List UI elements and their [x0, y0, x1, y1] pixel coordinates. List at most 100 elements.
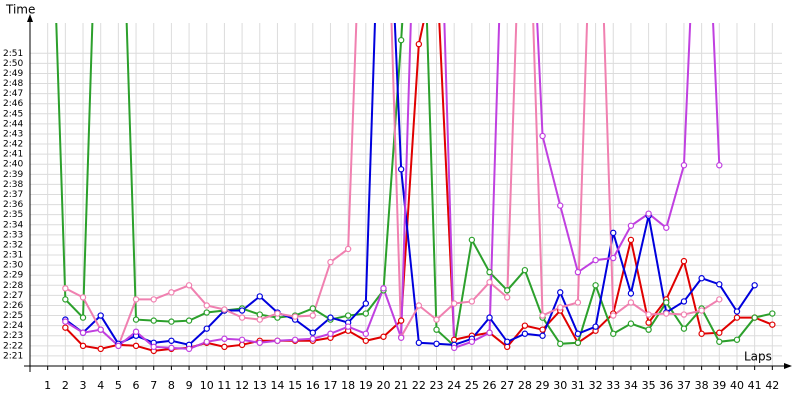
x-axis-label: Laps: [744, 350, 772, 364]
point: [62, 324, 69, 331]
y-tick-label: 2:39: [3, 170, 23, 180]
point: [168, 337, 175, 344]
x-tick-label: 11: [217, 379, 231, 392]
y-tick-label: 2:38: [3, 180, 23, 190]
point: [627, 320, 635, 327]
y-tick-label: 2:33: [3, 230, 23, 240]
y-tick-label: 2:48: [3, 79, 23, 89]
point: [486, 329, 493, 336]
point: [733, 314, 741, 321]
point: [309, 305, 316, 312]
y-tick-label: 2:21: [3, 351, 23, 361]
point: [132, 296, 140, 303]
point: [291, 313, 299, 320]
y-tick-label: 2:26: [3, 301, 23, 311]
point: [539, 326, 546, 333]
x-tick-label: 26: [483, 379, 497, 392]
x-tick-label: 3: [80, 379, 87, 392]
point: [221, 335, 228, 342]
y-tick-label: 2:41: [3, 150, 23, 160]
x-tick-label: 4: [97, 379, 104, 392]
point: [327, 330, 334, 337]
x-tick-label: 23: [430, 379, 444, 392]
point: [557, 304, 564, 311]
y-tick-label: 2:24: [3, 321, 23, 331]
x-tick-label: 39: [712, 379, 726, 392]
point: [380, 333, 387, 340]
y-tick-label: 2:42: [3, 140, 23, 150]
x-tick-label: 41: [748, 379, 762, 392]
point: [97, 326, 104, 333]
x-tick-label: 5: [115, 379, 122, 392]
x-tick-label: 19: [359, 379, 373, 392]
point: [185, 282, 193, 289]
point: [645, 326, 652, 333]
point: [150, 296, 157, 303]
point: [610, 229, 617, 237]
point: [592, 323, 599, 330]
x-tick-label: 22: [412, 379, 426, 392]
point: [203, 325, 210, 332]
y-tick-label: 2:40: [3, 160, 23, 170]
point: [132, 316, 140, 323]
y-tick-label: 2:29: [3, 271, 23, 281]
point: [203, 309, 210, 316]
point: [504, 343, 511, 351]
point: [557, 340, 564, 348]
point: [680, 325, 688, 332]
point: [645, 210, 652, 217]
x-tick-label: 42: [765, 379, 779, 392]
point: [97, 312, 104, 319]
y-tick-label: 2:32: [3, 240, 23, 250]
point: [274, 310, 281, 317]
x-tick-label: 27: [500, 379, 514, 392]
point: [698, 330, 705, 337]
y-tick-label: 2:28: [3, 281, 23, 291]
point: [362, 300, 370, 307]
x-tick-label: 8: [168, 379, 175, 392]
point: [680, 257, 688, 265]
point: [344, 323, 352, 330]
x-tick-label: 21: [394, 379, 408, 392]
point: [769, 310, 776, 317]
point: [362, 330, 370, 337]
point: [168, 289, 175, 296]
point: [327, 314, 334, 321]
point: [486, 279, 493, 286]
point: [309, 329, 316, 336]
point: [132, 342, 140, 350]
point: [415, 302, 423, 309]
series-line: [64, 23, 756, 346]
point: [79, 294, 87, 301]
point: [610, 330, 617, 337]
plot-area: [55, 23, 776, 355]
point: [115, 342, 122, 350]
y-axis-label: Time: [5, 3, 35, 17]
point: [291, 336, 299, 343]
point: [680, 311, 688, 318]
y-tick-label: 2:34: [3, 220, 23, 230]
point: [539, 132, 546, 140]
point: [663, 310, 670, 317]
point: [344, 312, 352, 319]
point: [203, 302, 210, 309]
y-tick-label: 2:36: [3, 200, 23, 210]
point: [698, 307, 705, 314]
x-tick-label: 15: [288, 379, 302, 392]
point: [504, 338, 511, 345]
point: [256, 293, 263, 300]
point: [362, 337, 370, 344]
point: [79, 329, 87, 336]
point: [150, 343, 157, 351]
point: [716, 281, 723, 288]
point: [327, 258, 334, 266]
point: [627, 222, 635, 229]
point: [256, 316, 263, 323]
point: [397, 166, 405, 173]
point: [504, 287, 511, 294]
point: [592, 256, 599, 264]
y-tick-label: 2:22: [3, 341, 23, 351]
x-tick-label: 2: [62, 379, 69, 392]
